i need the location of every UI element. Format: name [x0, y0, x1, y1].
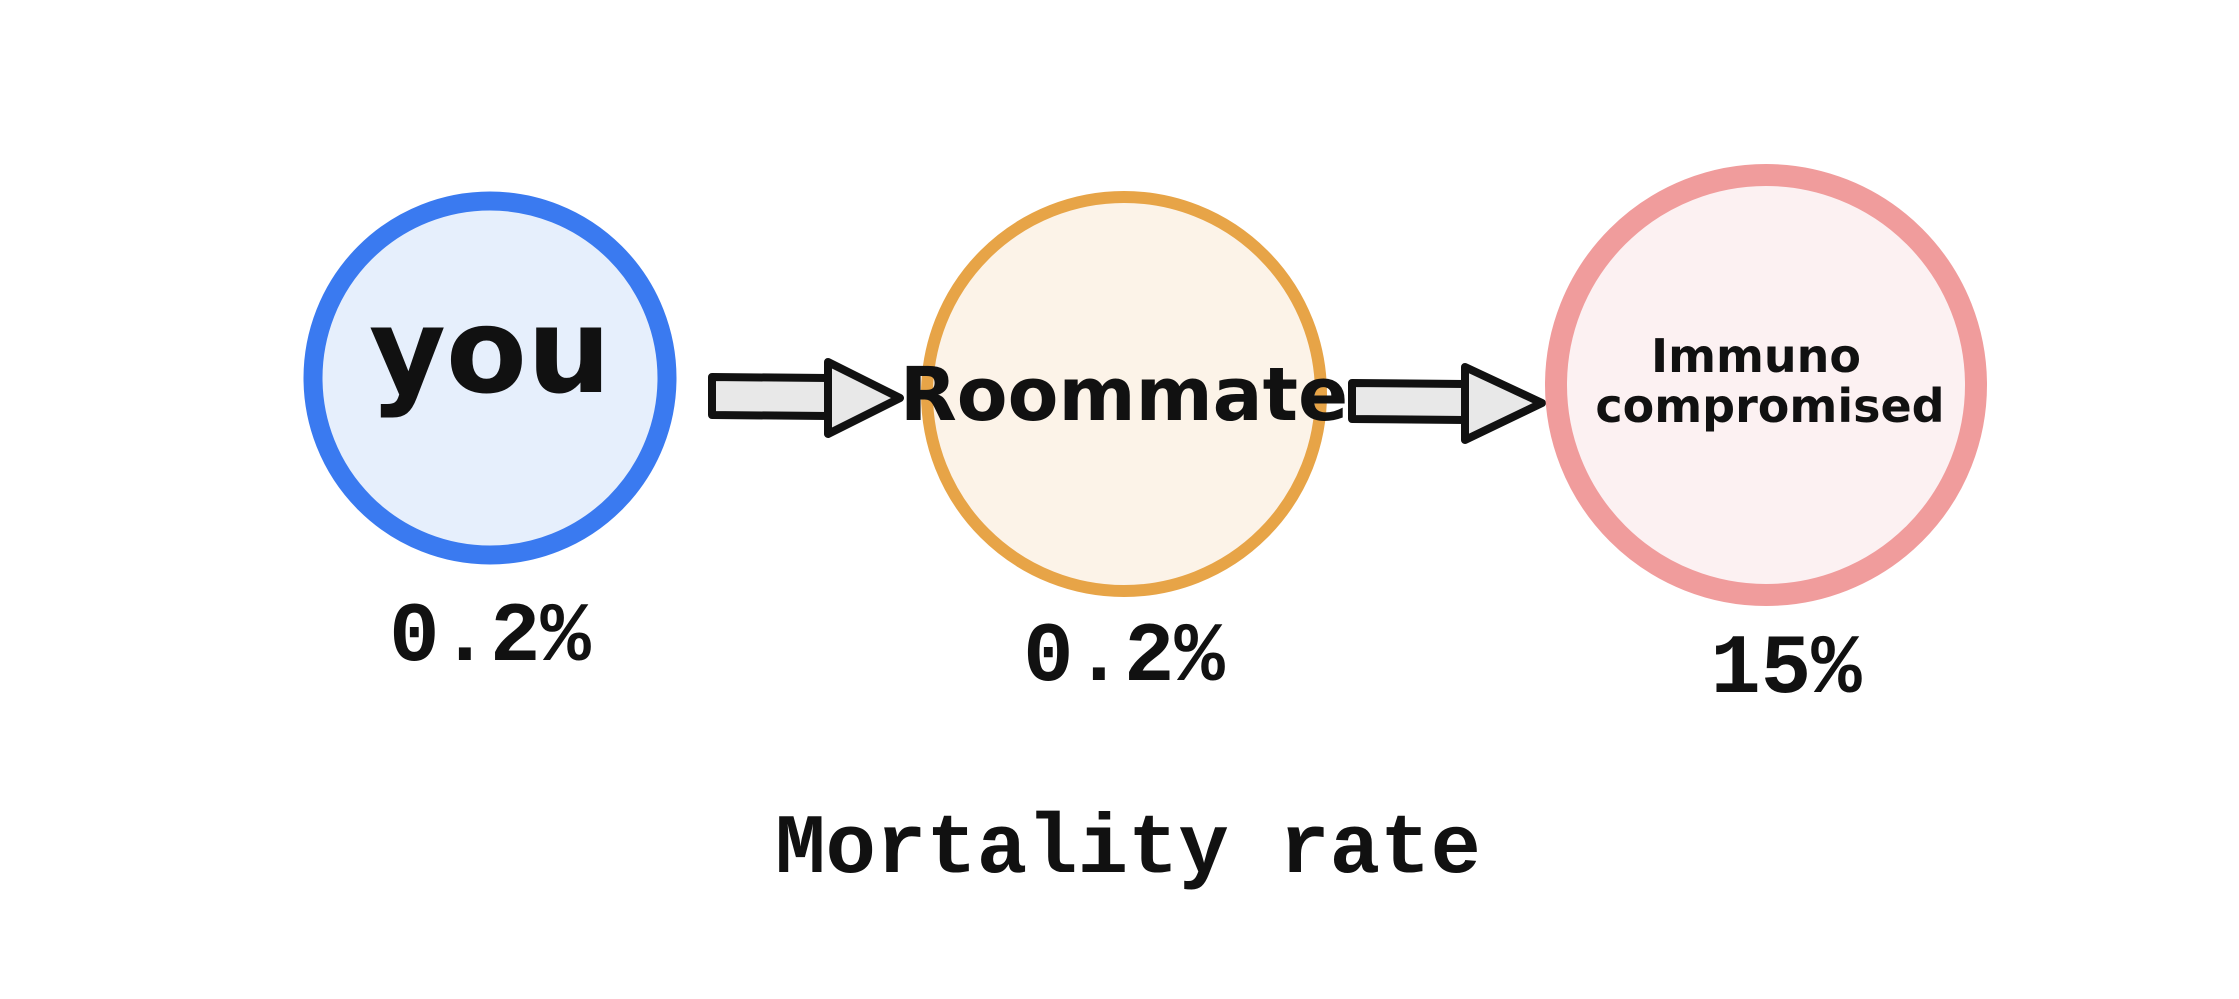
- arrow-you-to-roommate: [708, 358, 904, 438]
- arrow-head: [824, 358, 904, 438]
- node-immunocompromised: Immuno compromised: [1545, 164, 1987, 606]
- node-you: you: [303, 191, 677, 565]
- arrow-shaft: [708, 373, 832, 420]
- node-immunocompromised-label-line1: Immuno: [1651, 329, 1861, 383]
- node-you-label: you: [369, 282, 611, 420]
- node-roommate-label: Roommate: [900, 352, 1348, 438]
- node-immunocompromised-label-line2: compromised: [1595, 379, 1944, 433]
- node-you-circle: [303, 191, 677, 565]
- node-roommate-value: 0.2%: [1023, 611, 1225, 706]
- node-roommate: Roommate: [900, 191, 1348, 597]
- node-roommate-circle: [921, 191, 1327, 597]
- arrow-shaft: [1348, 379, 1469, 424]
- node-immunocompromised-value: 15%: [1710, 623, 1862, 718]
- caption: Mortality rate: [775, 803, 1481, 898]
- arrow-roommate-to-immunocompromised: [1348, 363, 1546, 444]
- arrow-head: [1461, 363, 1546, 444]
- node-immunocompromised-circle: [1545, 164, 1987, 606]
- node-you-value: 0.2%: [389, 591, 591, 686]
